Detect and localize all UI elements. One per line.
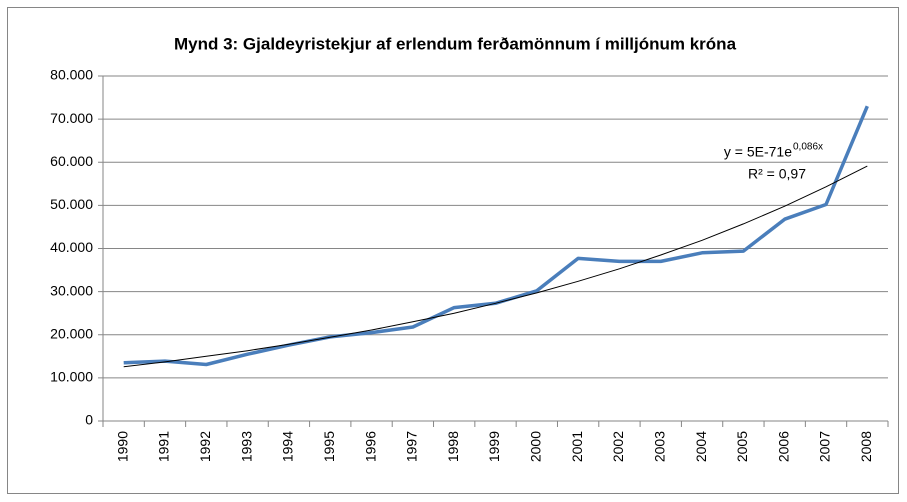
x-tick-label: 1998: [445, 431, 461, 462]
chart-title: Mynd 3: Gjaldeyristekjur af erlendum fer…: [174, 34, 737, 53]
x-tick-label: 1995: [321, 431, 337, 462]
y-tick-label: 0: [85, 412, 93, 428]
x-tick-label: 1999: [486, 431, 502, 462]
x-tick-label: 2001: [569, 431, 585, 462]
trend-equation: y = 5E-71e: [724, 144, 792, 160]
trend-line: [123, 165, 868, 368]
x-tick-label: 2006: [775, 431, 791, 462]
y-tick-label: 50.000: [50, 196, 93, 212]
chart-border: [7, 7, 899, 494]
x-tick-label: 2004: [693, 431, 709, 462]
x-tick-label: 2005: [734, 431, 750, 462]
y-tick-label: 70.000: [50, 110, 93, 126]
x-tick-label: 2007: [817, 431, 833, 462]
x-tick-label: 1990: [114, 431, 130, 462]
trend-exponent: 0,086x: [793, 142, 823, 153]
trend-r2: R² = 0,97: [748, 166, 806, 182]
y-tick-label: 80.000: [50, 67, 93, 83]
y-tick-label: 30.000: [50, 282, 93, 298]
x-tick-label: 1994: [280, 431, 296, 462]
x-tick-label: 1993: [238, 431, 254, 462]
x-tick-label: 1991: [156, 431, 172, 462]
y-tick-label: 10.000: [50, 369, 93, 385]
x-tick-label: 2008: [858, 431, 874, 462]
x-tick-label: 1997: [404, 431, 420, 462]
x-tick-label: 1992: [197, 431, 213, 462]
x-tick-label: 2000: [528, 431, 544, 462]
x-tick-label: 1996: [362, 431, 378, 462]
x-tick-label: 2003: [651, 431, 667, 462]
x-tick-label: 2002: [610, 431, 626, 462]
y-tick-label: 20.000: [50, 325, 93, 341]
y-tick-label: 60.000: [50, 153, 93, 169]
y-tick-label: 40.000: [50, 239, 93, 255]
